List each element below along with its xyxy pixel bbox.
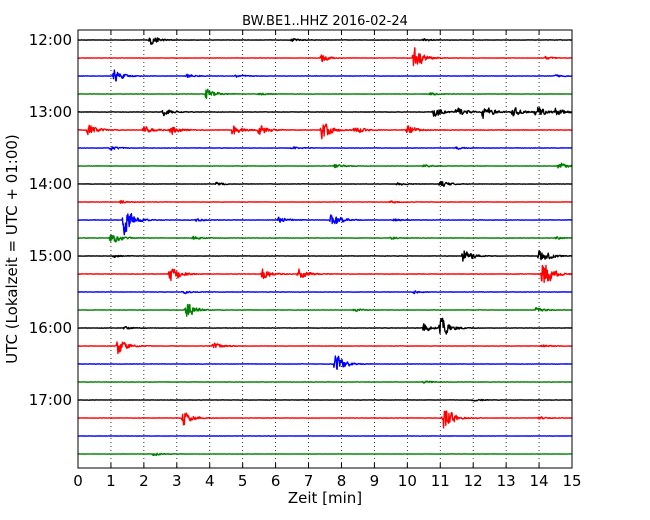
trace-1415 [77,200,573,204]
trace-1430 [77,212,573,236]
y-tick-label: 13:00 [29,103,72,121]
x-tick-label: 6 [271,472,281,490]
y-tick-label: 16:00 [29,319,72,337]
x-tick-label: 4 [205,472,215,490]
trace-1715 [77,410,573,429]
x-tick-label: 2 [139,472,149,490]
x-tick-label: 12 [464,472,483,490]
trace-1445 [77,234,573,243]
y-tick-label: 17:00 [29,391,72,409]
x-tick-label: 1 [106,472,116,490]
y-axis-ticks: 12:00 13:00 14:00 15:00 16:00 17:00 [29,31,572,409]
trace-1645 [77,380,573,384]
y-tick-label: 12:00 [29,31,72,49]
plot-frame [77,29,573,469]
trace-1200 [77,37,573,45]
trace-1230 [77,69,573,82]
x-tick-label: 0 [73,472,83,490]
trace-1600 [77,317,573,335]
chart-title: BW.BE1..HHZ 2016-02-24 [242,14,408,29]
x-tick-label: 10 [398,472,417,490]
x-tick-label: 15 [562,472,581,490]
trace-1515 [77,264,573,283]
seismogram-traces [77,37,573,457]
trace-1700 [77,398,573,402]
y-axis-label: UTC (Lokalzeit = UTC + 01:00) [3,134,21,364]
x-tick-label: 3 [172,472,182,490]
trace-1545 [77,303,573,317]
x-tick-label: 9 [370,472,380,490]
trace-1630 [77,355,573,371]
x-grid [110,30,540,468]
x-tick-label: 8 [337,472,347,490]
y-tick-label: 15:00 [29,247,72,265]
trace-1615 [77,341,573,355]
trace-1300 [77,106,573,119]
x-axis-ticks: 0 1 2 3 4 5 6 7 8 9 10 11 12 13 14 15 [73,30,582,490]
x-tick-label: 13 [497,472,516,490]
x-tick-label: 14 [530,472,549,490]
trace-1745 [77,452,573,457]
trace-1215 [77,47,573,67]
x-tick-label: 11 [431,472,450,490]
trace-1330 [77,146,573,151]
trace-1345 [77,162,573,169]
trace-1530 [77,290,573,295]
trace-1400 [77,180,573,188]
trace-1245 [77,88,573,100]
trace-1500 [77,249,573,262]
y-tick-label: 14:00 [29,175,72,193]
trace-1315 [77,123,573,140]
x-tick-label: 5 [238,472,248,490]
x-tick-label: 7 [304,472,314,490]
x-axis-label: Zeit [min] [288,489,362,507]
